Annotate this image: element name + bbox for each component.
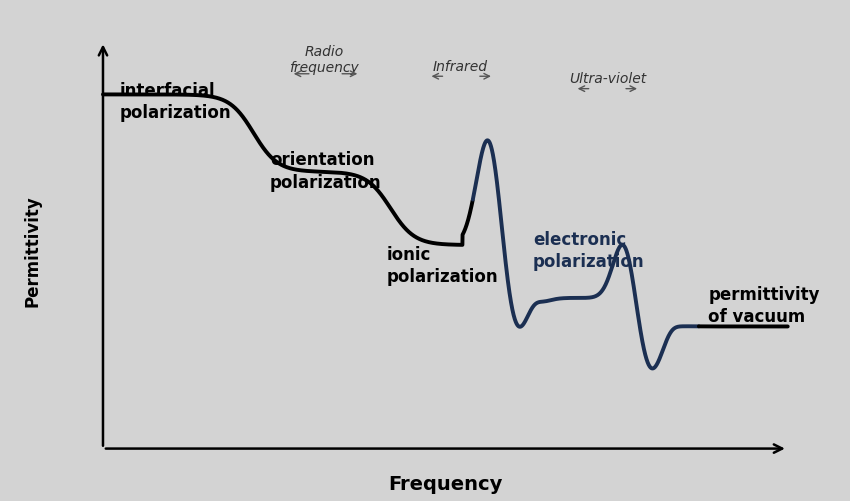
Text: permittivity
of vacuum: permittivity of vacuum — [708, 285, 820, 325]
Text: electronic
polarization: electronic polarization — [533, 230, 644, 271]
Text: Frequency: Frequency — [388, 474, 502, 493]
Text: interfacial
polarization: interfacial polarization — [120, 82, 231, 122]
Text: Ultra-violet: Ultra-violet — [570, 72, 647, 86]
Text: Infrared: Infrared — [433, 60, 488, 74]
Text: orientation
polarization: orientation polarization — [270, 151, 382, 191]
Text: Radio
frequency: Radio frequency — [289, 45, 360, 75]
Text: ionic
polarization: ionic polarization — [387, 245, 499, 286]
Text: Permittivity: Permittivity — [23, 195, 41, 306]
